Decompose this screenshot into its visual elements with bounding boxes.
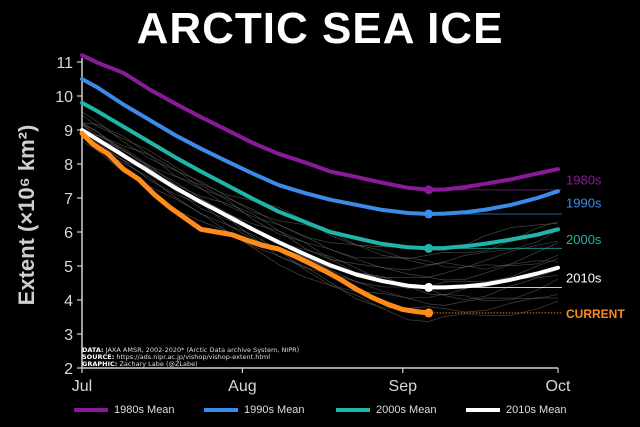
- y-tick-label: 10: [55, 89, 73, 106]
- legend-label: 2000s Mean: [376, 404, 437, 416]
- y-tick-label: 11: [56, 55, 73, 72]
- x-tick-label: Aug: [228, 378, 256, 395]
- yearly-trace: [81, 129, 559, 278]
- yearly-trace: [81, 123, 559, 290]
- series-line-current: [79, 130, 432, 316]
- series-marker-2000s: [424, 243, 434, 253]
- credits-source-value: https://ads.nipr.ac.jp/vishop/vishop-ext…: [116, 353, 271, 361]
- credits-data-key: DATA:: [82, 346, 104, 354]
- series-line-2000s: [80, 100, 560, 251]
- legend-swatch: [336, 408, 370, 412]
- series-line-1980s: [80, 53, 560, 192]
- y-axis-label: Extent (×10⁶ km²): [14, 125, 39, 306]
- series-label-2010s: 2010s: [566, 271, 602, 286]
- yearly-trace: [81, 140, 559, 306]
- series-marker-2010s: [424, 282, 434, 292]
- series-label-1990s: 1990s: [566, 196, 602, 211]
- y-tick-label: 3: [64, 327, 73, 344]
- chart-title: ARCTIC SEA ICE: [136, 4, 504, 53]
- credits-graphic-key: GRAPHIC:: [82, 360, 118, 368]
- legend-item: 2000s Mean: [336, 402, 437, 418]
- x-tick-label: Sep: [389, 378, 418, 395]
- y-tick-label: 5: [64, 259, 73, 276]
- legend-item: 1990s Mean: [204, 402, 305, 418]
- axes: 2 3 4 5 6 7 8 9 10 11 Jul Aug Sep Oct Extent (×10⁶ km²…: [14, 55, 571, 395]
- legend-swatch: [204, 408, 238, 412]
- yearly-trace: [81, 122, 559, 266]
- legend-swatch: [74, 408, 108, 412]
- yearly-trace: [81, 124, 559, 268]
- y-tick-label: 6: [64, 225, 73, 242]
- x-tick-label: Oct: [546, 378, 571, 395]
- series-marker-current: [424, 308, 434, 318]
- credits-graphic-value: Zachary Labe (@ZLabe): [119, 360, 198, 368]
- series-line-2010s: [80, 128, 560, 290]
- y-tick-label: 8: [64, 157, 73, 174]
- series-line-1990s: [80, 77, 560, 216]
- y-tick-label: 9: [64, 123, 73, 140]
- series-label-2000s: 2000s: [566, 232, 602, 247]
- series-marker-1980s: [424, 185, 434, 195]
- yearly-trace: [81, 114, 559, 252]
- legend-label: 2010s Mean: [506, 404, 567, 416]
- credits: DATA: JAXA AMSR, 2002-2020* (Arctic Data…: [82, 347, 299, 368]
- legend-label: 1990s Mean: [244, 404, 305, 416]
- series-labels: 1980s 1990s 2000s 2010s CURRENT: [566, 172, 625, 320]
- legend-label: 1980s Mean: [114, 404, 175, 416]
- y-tick-label: 4: [64, 293, 73, 310]
- series-label-current: CURRENT: [566, 307, 625, 321]
- credits-data-value: JAXA AMSR, 2002-2020* (Arctic Data archi…: [105, 346, 300, 354]
- y-tick-label: 7: [64, 191, 73, 208]
- sea-ice-chart: 2 3 4 5 6 7 8 9 10 11 Jul Aug Sep Oct Extent (×10⁶ km²…: [14, 53, 625, 395]
- series-lines: [79, 53, 562, 318]
- legend-item: 1980s Mean: [74, 402, 175, 418]
- yearly-trace: [81, 133, 559, 313]
- legend-item: 2010s Mean: [466, 402, 567, 418]
- yearly-trace: [81, 123, 559, 281]
- yearly-traces: [81, 111, 559, 322]
- series-marker-1990s: [424, 209, 434, 219]
- legend: 1980s Mean 1990s Mean 2000s Mean 2010s Mean: [0, 402, 640, 422]
- legend-swatch: [466, 408, 500, 412]
- x-tick-label: Jul: [72, 378, 92, 395]
- credits-source-key: SOURCE:: [82, 353, 115, 361]
- y-tick-label: 2: [64, 361, 73, 378]
- series-label-1980s: 1980s: [566, 172, 602, 187]
